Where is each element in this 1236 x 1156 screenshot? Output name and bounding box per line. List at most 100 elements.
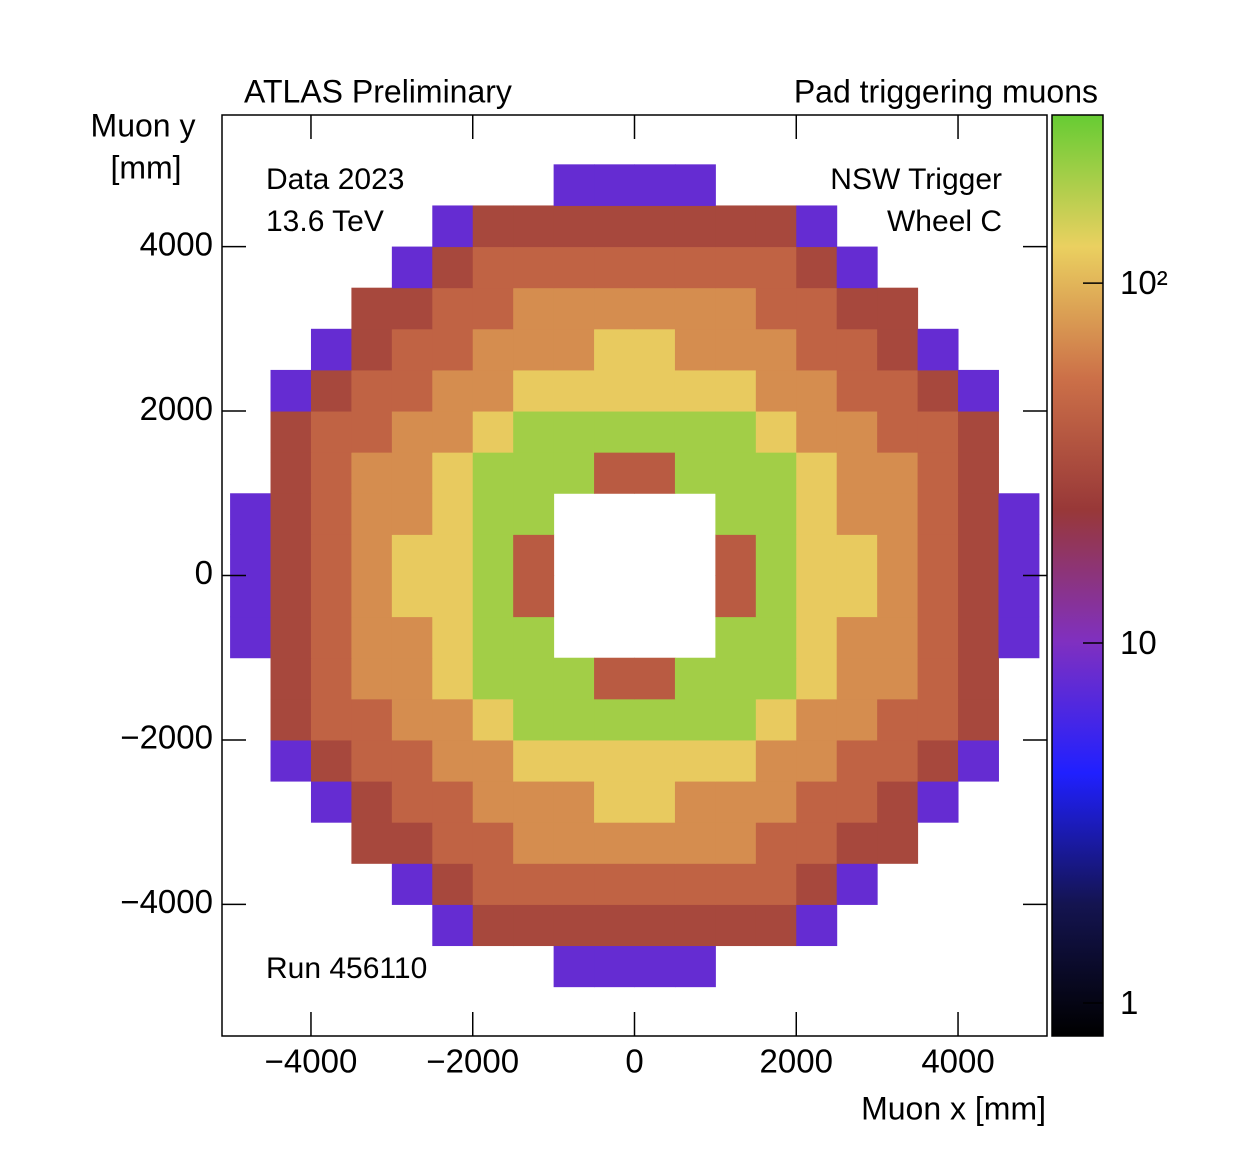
heatmap-cell [674, 781, 716, 823]
run-label: Run 456110 [266, 952, 427, 985]
heatmap-cell [796, 904, 838, 947]
heatmap-cell [634, 698, 676, 741]
heatmap-cell [634, 945, 676, 988]
heatmap-cell [755, 493, 797, 535]
heatmap-cell [270, 739, 312, 782]
heatmap-cell [715, 739, 757, 782]
heatmap-cell [958, 493, 999, 535]
heatmap-cell [310, 698, 352, 741]
heatmap-cell [513, 328, 555, 371]
heatmap-cell [391, 246, 433, 289]
heatmap-cell [674, 411, 716, 453]
heatmap-cell [674, 246, 716, 289]
heatmap-cell [877, 411, 919, 453]
heatmap-cell [553, 205, 595, 248]
heatmap-cell [513, 369, 555, 412]
heatmap-cell [472, 369, 514, 412]
heatmap-cell [796, 534, 838, 576]
heatmap-cell [230, 493, 272, 535]
y-tick-label: −4000 [120, 883, 213, 920]
heatmap-cell [634, 904, 676, 947]
heatmap-cell [715, 698, 757, 741]
heatmap-cell [391, 411, 433, 453]
heatmap-cell [796, 739, 838, 782]
heatmap-cell [432, 452, 474, 494]
heatmap-cell [755, 616, 797, 659]
heatmap-cell [715, 369, 757, 412]
heatmap-cell [553, 452, 595, 494]
colorbar-tick-label: 1 [1120, 984, 1138, 1021]
heatmap-cell [836, 369, 878, 412]
y-tick-label: −2000 [120, 719, 213, 756]
heatmap-cell [674, 164, 716, 206]
heatmap-cell [310, 575, 352, 618]
colorbar [1051, 114, 1104, 1037]
heatmap-cell [270, 369, 312, 412]
heatmap-cell [270, 493, 312, 535]
heatmap-cell [755, 904, 797, 947]
heatmap-cell [270, 698, 312, 741]
heatmap-cell [553, 657, 595, 700]
heatmap-cell [472, 575, 514, 618]
heatmap-cell [594, 246, 635, 289]
heatmap-cell [391, 739, 433, 782]
heatmap-cell [594, 698, 635, 741]
heatmap-cell [958, 657, 999, 700]
heatmap-cell [432, 698, 474, 741]
y-tick-label: 0 [195, 554, 213, 591]
heatmap-cell [594, 328, 635, 371]
heatmap-cell [553, 411, 595, 453]
heatmap-cell [715, 575, 757, 618]
heatmap-cell [351, 534, 393, 576]
heatmap-cell [310, 781, 352, 823]
heatmap-cell [351, 822, 393, 864]
heatmap-cell [270, 575, 312, 618]
heatmap-cell [796, 657, 838, 700]
heatmap-cell [513, 411, 555, 453]
heatmap-cell [715, 452, 757, 494]
heatmap-cell [553, 739, 595, 782]
heatmap-cell [432, 328, 474, 371]
heatmap-cell [432, 369, 474, 412]
heatmap-cell [391, 863, 433, 905]
heatmap-cell [432, 822, 474, 864]
heatmap-cell [553, 164, 595, 206]
heatmap-cell [715, 657, 757, 700]
heatmap-cell [391, 328, 433, 371]
heatmap-cell [836, 411, 878, 453]
heatmap-cell [634, 369, 676, 412]
heatmap-cell [796, 246, 838, 289]
heatmap-cell [877, 657, 919, 700]
heatmap-cell [553, 328, 595, 371]
heatmap-cell [715, 781, 757, 823]
heatmap-cell [674, 205, 716, 248]
x-tick-label: −2000 [426, 1043, 519, 1080]
heatmap-cell [674, 698, 716, 741]
heatmap-cell [674, 452, 716, 494]
heatmap-cell [513, 534, 555, 576]
heatmap-cell [472, 863, 514, 905]
heatmap-cell [432, 863, 474, 905]
heatmap-cell [836, 493, 878, 535]
heatmap-cell [674, 328, 716, 371]
heatmap-cell [755, 246, 797, 289]
heatmap-cell [755, 205, 797, 248]
x-tick-label: −4000 [265, 1043, 358, 1080]
heatmap-cell [391, 575, 433, 618]
heatmap-cell [391, 493, 433, 535]
heatmap-cell [796, 411, 838, 453]
heatmap-cell [594, 369, 635, 412]
heatmap-cell [391, 781, 433, 823]
heatmap-cell [310, 493, 352, 535]
heatmap-cell [674, 739, 716, 782]
heatmap-cell [755, 287, 797, 330]
heatmap-cell [351, 328, 393, 371]
heatmap-cell [755, 739, 797, 782]
heatmap-cell [877, 328, 919, 371]
heatmap-cell [877, 739, 919, 782]
heatmap-cell [310, 616, 352, 659]
heatmap-cell [877, 534, 919, 576]
heatmap-cell [391, 698, 433, 741]
heatmap-cell [917, 411, 959, 453]
